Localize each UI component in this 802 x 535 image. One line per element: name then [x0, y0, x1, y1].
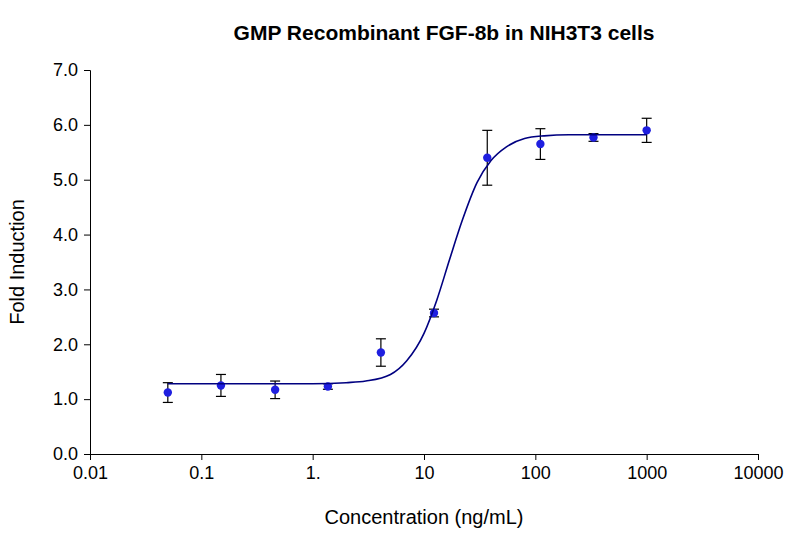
data-point [217, 381, 225, 389]
y-tick-mark [84, 180, 90, 181]
y-tick: 3.0 [53, 280, 90, 300]
error-bar-cap [482, 130, 492, 131]
x-tick-label: 100 [521, 463, 551, 483]
data-point [377, 348, 385, 356]
scatter-series [163, 118, 652, 402]
x-tick-mark [758, 454, 759, 460]
y-tick-mark [84, 399, 90, 400]
chart: GMP Recombinant FGF-8b in NIH3T3 cells 0.… [0, 0, 802, 535]
title: GMP Recombinant FGF-8b in NIH3T3 cells [234, 21, 655, 44]
y-tick-label: 7.0 [53, 60, 78, 80]
error-bar-cap [270, 398, 280, 399]
x-tick-mark [535, 454, 536, 460]
y-tick-mark [84, 289, 90, 290]
x-tick-label: 1000 [627, 463, 667, 483]
error-bar [163, 383, 173, 403]
y-tick-label: 5.0 [53, 170, 78, 190]
y-tick-label: 1.0 [53, 389, 78, 409]
x-tick-label: 10 [414, 463, 434, 483]
error-bar [376, 339, 386, 366]
x-tick: 1. [306, 454, 321, 483]
error-bar-cap [376, 366, 386, 367]
y-tick-mark [84, 235, 90, 236]
error-bar [535, 129, 545, 160]
x-tick: 0.01 [73, 454, 108, 483]
data-point [271, 386, 279, 394]
y-tick: 1.0 [53, 389, 90, 409]
error-bar-cap [216, 396, 226, 397]
y-tick-label: 3.0 [53, 280, 78, 300]
error-bar-cap [642, 118, 652, 119]
fit-line [168, 135, 647, 384]
y-tick-mark [84, 125, 90, 126]
y-axis: 0.0 1.0 2.0 3.0 4.0 5.0 6.0 7.0 [53, 60, 91, 464]
data-point [536, 140, 544, 148]
y-tick-label: 0.0 [53, 444, 78, 464]
x-tick-label: 10000 [733, 463, 783, 483]
x-tick-mark [313, 454, 314, 460]
y-tick: 0.0 [53, 444, 90, 464]
y-tick-mark [84, 344, 90, 345]
x-tick-label: 0.1 [189, 463, 214, 483]
data-point [642, 126, 650, 134]
x-tick-mark [424, 454, 425, 460]
x-tick-mark [201, 454, 202, 460]
x-tick: 1000 [627, 454, 667, 483]
x-axis: 0.01 0.1 1. 10 100 1000 10000 [73, 454, 784, 483]
x-axis-line [91, 455, 759, 461]
x-tick: 0.1 [189, 454, 214, 483]
error-bar [642, 118, 652, 142]
y-tick-label: 6.0 [53, 115, 78, 135]
error-bar [482, 130, 492, 185]
x-tick-label: 0.01 [73, 463, 108, 483]
error-bar-cap [535, 159, 545, 160]
x-axis-title: Concentration (ng/mL) [325, 506, 524, 528]
y-tick: 7.0 [53, 60, 90, 80]
y-tick: 6.0 [53, 115, 90, 135]
y-tick: 2.0 [53, 335, 90, 355]
error-bar-cap [482, 185, 492, 186]
y-tick-label: 2.0 [53, 335, 78, 355]
y-tick-mark [84, 70, 90, 71]
error-bar [216, 374, 226, 396]
y-tick: 4.0 [53, 225, 90, 245]
x-tick: 10 [414, 454, 434, 483]
error-bar-cap [270, 380, 280, 381]
error-bar-cap [216, 374, 226, 375]
x-tick-mark [647, 454, 648, 460]
error-bar-cap [376, 338, 386, 339]
y-axis-title: Fold Induction [6, 199, 28, 325]
x-tick-label: 1. [306, 463, 321, 483]
data-point [164, 388, 172, 396]
y-axis-line [84, 71, 91, 455]
x-tick: 100 [521, 454, 551, 483]
y-tick-mark [84, 454, 90, 455]
error-bar-cap [642, 142, 652, 143]
y-tick: 5.0 [53, 170, 90, 190]
plot-area [163, 118, 652, 402]
x-tick: 10000 [733, 454, 783, 483]
error-bar-cap [163, 402, 173, 403]
y-tick-label: 4.0 [53, 225, 78, 245]
error-bar-cap [535, 128, 545, 129]
